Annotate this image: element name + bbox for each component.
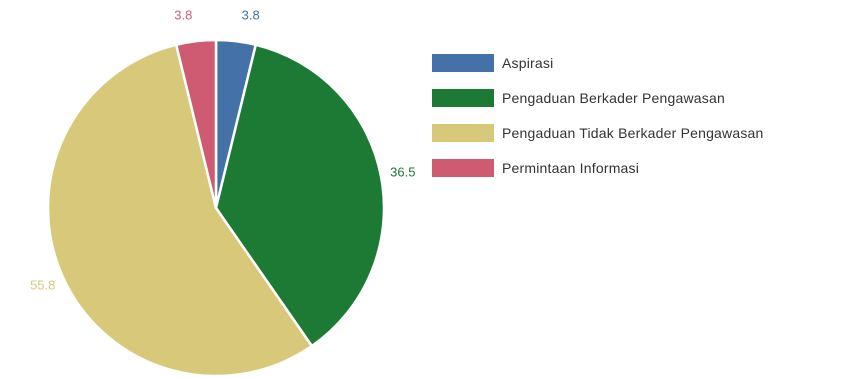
pie-slice-permintaan-informasi[interactable] — [174, 38, 218, 209]
legend-item-aspirasi[interactable]: Aspirasi — [432, 52, 764, 74]
legend-swatch — [432, 124, 494, 142]
legend-label: Permintaan Informasi — [502, 160, 640, 176]
legend-swatch — [432, 89, 494, 107]
data-label: 55.8 — [30, 277, 55, 292]
legend-label: Aspirasi — [502, 55, 554, 71]
legend-label: Pengaduan Berkader Pengawasan — [502, 90, 725, 106]
legend-item-permintaan-informasi[interactable]: Permintaan Informasi — [432, 157, 764, 179]
legend-label: Pengaduan Tidak Berkader Pengawasan — [502, 125, 764, 141]
legend-swatch — [432, 159, 494, 177]
legend-item-pengaduan-tidak-berkader[interactable]: Pengaduan Tidak Berkader Pengawasan — [432, 122, 764, 144]
data-label: 3.8 — [242, 7, 260, 22]
pie-slice-pengaduan-berkader-pengawasan[interactable] — [214, 43, 386, 348]
data-label: 36.5 — [390, 165, 415, 180]
legend-item-pengaduan-berkader[interactable]: Pengaduan Berkader Pengawasan — [432, 87, 764, 109]
data-label: 3.8 — [174, 7, 192, 22]
pie-slice-pengaduan-tidak-berkader-pengawasan[interactable] — [46, 43, 314, 378]
legend: Aspirasi Pengaduan Berkader Pengawasan P… — [432, 52, 764, 192]
legend-swatch — [432, 54, 494, 72]
